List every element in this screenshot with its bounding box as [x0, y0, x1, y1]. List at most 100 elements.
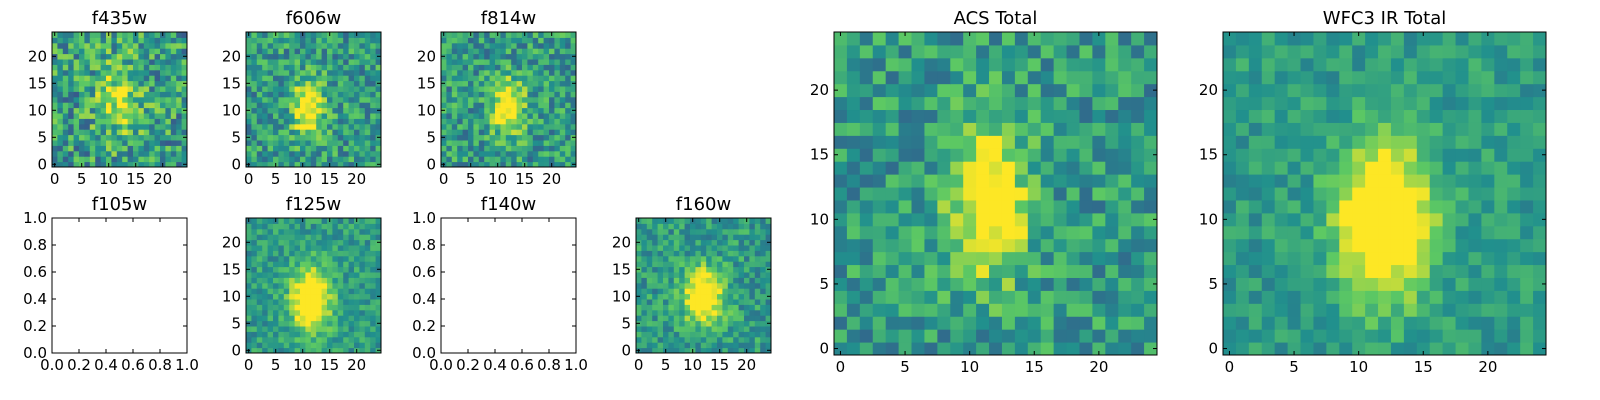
heatmap-cell: [262, 336, 269, 343]
heatmap-cell: [68, 140, 75, 146]
heatmap-cell: [872, 83, 887, 98]
heatmap-cell: [127, 156, 134, 163]
heatmap-cell: [641, 239, 648, 246]
heatmap-cell: [1235, 264, 1250, 278]
heatmap-cell: [127, 145, 134, 152]
heatmap-cell: [170, 86, 177, 92]
heatmap-cell: [1520, 57, 1534, 72]
heatmap-cell: [733, 326, 740, 332]
heatmap-cell: [343, 288, 350, 295]
heatmap-cell: [1429, 122, 1444, 136]
heatmap-cell: [1118, 148, 1132, 162]
heatmap-cell: [738, 245, 745, 251]
heatmap-cell: [1066, 83, 1080, 98]
heatmap-cell: [106, 123, 112, 130]
heatmap-cell: [316, 156, 323, 163]
heatmap-cell: [95, 150, 102, 157]
heatmap-cell: [468, 42, 474, 49]
heatmap-cell: [1001, 83, 1016, 98]
heatmap-cell: [727, 304, 734, 311]
heatmap-cell: [1352, 174, 1366, 188]
y-tick-label: 20: [612, 233, 631, 251]
heatmap-cell: [1248, 57, 1263, 72]
heatmap-cell: [310, 282, 317, 289]
heatmap-cell: [143, 69, 150, 76]
heatmap-cell: [989, 199, 1003, 214]
heatmap-cell: [1235, 122, 1250, 136]
heatmap-cell: [343, 42, 350, 49]
heatmap-cell: [343, 228, 350, 235]
heatmap-cell: [1365, 70, 1379, 85]
heatmap-cell: [1261, 342, 1276, 356]
heatmap-cell: [1274, 32, 1289, 46]
heatmap-cell: [273, 309, 279, 316]
heatmap-cell: [133, 102, 139, 109]
heatmap-cell: [1105, 70, 1119, 85]
heatmap-cell: [327, 134, 333, 141]
heatmap-cell: [722, 282, 729, 289]
heatmap-cell: [522, 102, 528, 109]
heatmap-cell: [911, 316, 925, 330]
heatmap-cell: [1507, 290, 1521, 304]
heatmap-cell: [754, 261, 761, 268]
heatmap-cell: [283, 96, 290, 103]
heatmap-cell: [441, 145, 447, 152]
heatmap-cell: [872, 70, 887, 85]
heatmap-cell: [176, 156, 183, 163]
heatmap-cell: [657, 234, 664, 241]
heatmap-cell: [457, 75, 464, 82]
heatmap-cell: [62, 42, 69, 49]
heatmap-cell: [1274, 135, 1289, 149]
heatmap-cell: [559, 86, 566, 92]
heatmap-cell: [565, 53, 572, 60]
heatmap-cell: [1079, 212, 1093, 227]
heatmap-cell: [511, 107, 518, 114]
heatmap-cell: [348, 326, 355, 332]
heatmap-cell: [924, 83, 938, 98]
heatmap-cell: [538, 107, 545, 114]
heatmap-cell: [511, 80, 518, 87]
heatmap-cell: [256, 75, 263, 82]
heatmap-cell: [348, 245, 355, 251]
heatmap-cell: [441, 42, 447, 49]
heatmap-cell: [359, 145, 366, 152]
heatmap-cell: [505, 102, 512, 109]
heatmap-cell: [673, 277, 680, 284]
heatmap-cell: [1261, 251, 1276, 266]
heatmap-cell: [289, 102, 296, 109]
heatmap-cell: [127, 102, 134, 109]
heatmap-cell: [872, 290, 887, 304]
heatmap-cell: [1494, 109, 1508, 123]
heatmap-cell: [176, 69, 183, 76]
heatmap-cell: [473, 64, 480, 71]
heatmap-cell: [337, 239, 344, 246]
heatmap-cell: [516, 96, 523, 103]
heatmap-cell: [256, 320, 263, 327]
heatmap-cell: [165, 86, 172, 92]
heatmap-cell: [516, 48, 523, 55]
heatmap-cell: [1027, 83, 1042, 98]
heatmap-cell: [717, 293, 723, 300]
heatmap-cell: [283, 234, 290, 241]
heatmap-cell: [251, 69, 258, 76]
heatmap-cell: [300, 331, 306, 338]
heatmap-cell: [95, 161, 102, 168]
heatmap-cell: [294, 223, 301, 230]
heatmap-cell: [359, 218, 366, 224]
heatmap-cell: [354, 293, 360, 300]
heatmap-cell: [473, 37, 480, 44]
heatmap-cell: [543, 53, 550, 60]
heatmap-cell: [924, 264, 938, 278]
heatmap-cell: [516, 107, 523, 114]
heatmap-cell: [570, 64, 577, 71]
heatmap-cell: [749, 277, 756, 284]
heatmap-cell: [706, 304, 713, 311]
heatmap-cell: [722, 218, 729, 224]
heatmap-cell: [495, 59, 501, 65]
heatmap-cell: [690, 223, 696, 230]
heatmap-cell: [1507, 316, 1521, 330]
heatmap-cell: [316, 102, 323, 109]
heatmap-cell: [332, 118, 339, 125]
heatmap-cell: [251, 86, 258, 92]
heatmap-cell: [937, 96, 951, 111]
